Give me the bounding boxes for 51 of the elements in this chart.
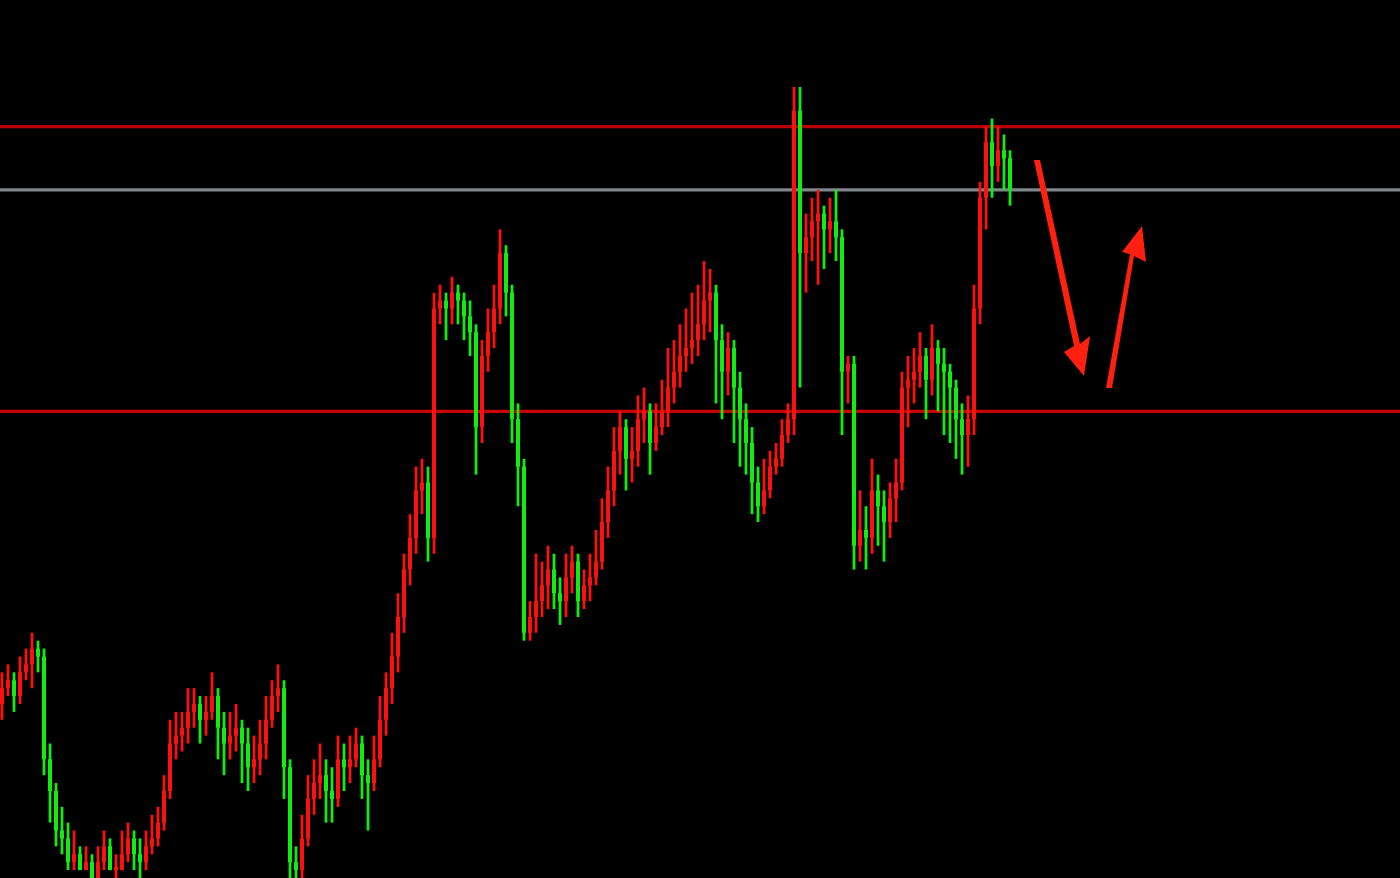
candlestick [138, 837, 142, 878]
candlestick [120, 829, 124, 872]
candlestick [708, 267, 712, 334]
candlestick [108, 837, 112, 872]
candlestick [858, 489, 862, 563]
candlestick [234, 702, 238, 753]
candlestick [924, 346, 928, 421]
candlestick [330, 765, 334, 825]
candlestick [240, 718, 244, 785]
candlestick [198, 694, 202, 745]
candlestick [846, 354, 850, 405]
candlestick [666, 346, 670, 429]
candlestick [84, 844, 88, 872]
candlestick [450, 275, 454, 326]
candlestick [12, 670, 16, 714]
candlestick [342, 742, 346, 793]
candlestick [828, 196, 832, 255]
candlestick [726, 330, 730, 397]
candlestick [30, 631, 34, 690]
candlestick [78, 844, 82, 872]
candlestick [228, 710, 232, 761]
candlestick [546, 544, 550, 611]
candlestick [72, 829, 76, 872]
candlestick [246, 726, 250, 793]
candlestick [90, 852, 94, 878]
candlestick [18, 655, 22, 706]
candlestick [870, 457, 874, 556]
candlestick [324, 757, 328, 825]
candlestick [762, 457, 766, 516]
candlestick [114, 852, 118, 878]
candlestick [624, 417, 628, 492]
candlestick [864, 504, 868, 571]
candlestick [996, 125, 1000, 184]
candlestick [534, 552, 538, 635]
candlestick [822, 204, 826, 271]
candlestick [426, 465, 430, 563]
candlestick [990, 117, 994, 200]
candlestick [576, 552, 580, 619]
candlestick [186, 686, 190, 745]
candlestick [336, 734, 340, 809]
candlestick [942, 346, 946, 437]
candlestick [798, 85, 802, 389]
candlestick [0, 670, 4, 722]
candlestick [648, 402, 652, 476]
candlestick [126, 821, 130, 864]
candlestick [690, 291, 694, 366]
candlestick [102, 829, 106, 872]
candlestick [132, 829, 136, 872]
candlestick [930, 322, 934, 397]
candlestick [348, 734, 352, 785]
candlestick [564, 552, 568, 619]
